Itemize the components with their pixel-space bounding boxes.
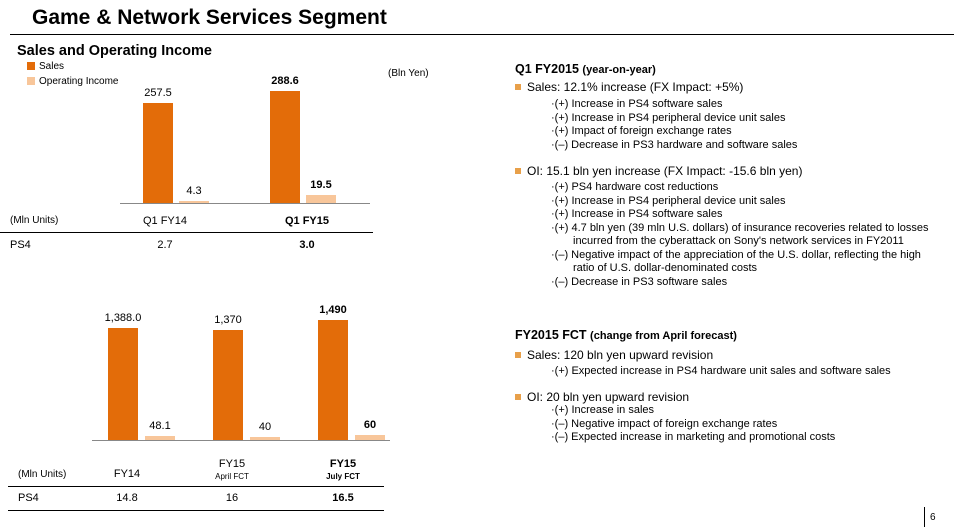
- fct-oi-item: ·(+) Increase in sales: [551, 404, 655, 416]
- fct-sales-item: ·(+) Expected increase in PS4 hardware u…: [551, 365, 891, 377]
- fct-oi-item: ·(–) Expected increase in marketing and …: [551, 431, 836, 443]
- bar-oi-fy15-april: [250, 436, 280, 440]
- label-oi-fy15-july: 60: [363, 419, 377, 432]
- q1-oi-item: ·(+) Increase in PS4 peripheral device u…: [551, 194, 786, 207]
- bullet-square-icon: [515, 351, 521, 358]
- xlabel-q1fy15: Q1 FY15: [284, 215, 330, 227]
- xlabel-q1fy14: Q1 FY14: [142, 215, 188, 227]
- bar-oi-q1fy15: [306, 195, 336, 203]
- page-title: Game & Network Services Segment: [32, 6, 387, 29]
- legend-oi: Operating Income: [27, 76, 119, 87]
- fct-sales-items: ·(+) Expected increase in PS4 hardware u…: [551, 365, 891, 379]
- q1-oi-item: ·(–) Decrease in PS3 software sales: [551, 275, 728, 288]
- chart2-ps4-fy15-july: 16.5: [332, 492, 354, 504]
- q1-heading: Q1 FY2015 (year-on-year): [515, 62, 656, 76]
- fct-heading-sub: (change from April forecast): [590, 330, 737, 342]
- title-rule: [10, 34, 954, 35]
- q1-oi-bullet-text: OI: 15.1 bln yen increase (FX Impact: -1…: [527, 164, 803, 178]
- bar-sales-q1fy15: [270, 91, 300, 203]
- chart1-table-rule: [0, 232, 373, 233]
- q1-oi-item: ·(+) 4.7 bln yen (39 mln U.S. dollars) o…: [551, 221, 929, 234]
- label-oi-q1fy15: 19.5: [310, 179, 332, 192]
- xlabel-fy15-july: FY15: [329, 458, 357, 470]
- bar-oi-fy14: [145, 436, 175, 440]
- bar-oi-fy15-july: [355, 435, 385, 440]
- q1-sales-item: ·(+) Increase in PS4 software sales: [551, 98, 723, 110]
- q1-oi-item-continued: ratio of U.S. dollar-denominated costs: [573, 262, 758, 274]
- chart2-ps4-fy14: 14.8: [116, 492, 138, 504]
- q1-oi-item: ·(+) PS4 hardware cost reductions: [551, 181, 719, 193]
- page-number: 6: [930, 512, 936, 523]
- label-oi-q1fy14: 4.3: [186, 185, 202, 197]
- q1-oi-item-continued: incurred from the cyberattack on Sony's …: [573, 235, 904, 247]
- q1-heading-sub: (year-on-year): [582, 64, 656, 76]
- q1-oi-item: ·(–) Negative impact of the appreciation…: [551, 248, 921, 261]
- q1-sales-item: ·(+) Impact of foreign exchange rates: [551, 125, 732, 137]
- bar-oi-q1fy14: [179, 201, 209, 203]
- bar-sales-fy15-july: [318, 320, 348, 440]
- chart2-table-bottom-rule: [8, 510, 384, 511]
- fct-sales-bullet-text: Sales: 120 bln yen upward revision: [527, 348, 714, 362]
- unit-bln-yen: (Bln Yen): [388, 68, 429, 79]
- legend-oi-label: Operating Income: [39, 76, 119, 87]
- bar-sales-q1fy14: [143, 103, 173, 203]
- legend-sales: Sales: [27, 61, 64, 72]
- chart1-ps4-label: PS4: [10, 239, 31, 251]
- chart2-ps4-fy15-april: 16: [225, 492, 239, 504]
- label-sales-fy15-april: 1,370: [214, 313, 242, 326]
- bar-sales-fy14: [108, 328, 138, 440]
- chart1-ps4-q1fy14: 2.7: [157, 239, 173, 251]
- q1-sales-bullet: Sales: 12.1% increase (FX Impact: +5%): [515, 80, 743, 94]
- xlabel-sub-april-fct: April FCT: [215, 472, 249, 481]
- fct-sales-bullet: Sales: 120 bln yen upward revision: [515, 348, 713, 362]
- chart1-mln-units: (Mln Units): [10, 215, 59, 226]
- xlabel-fy14: FY14: [113, 468, 141, 480]
- section-title: Sales and Operating Income: [17, 43, 212, 59]
- xlabel-fy15-april: FY15: [218, 458, 246, 470]
- chart1-ps4-q1fy15: 3.0: [299, 239, 315, 251]
- bullet-square-icon: [515, 83, 521, 90]
- q1-heading-main: Q1 FY2015: [515, 62, 579, 76]
- q1-oi-item: ·(+) Increase in PS4 software sales: [551, 208, 723, 220]
- page-number-divider: [924, 507, 925, 527]
- q1-oi-bullet: OI: 15.1 bln yen increase (FX Impact: -1…: [515, 164, 802, 178]
- chart2-mln-units: (Mln Units): [18, 469, 67, 480]
- fct-oi-item: ·(–) Negative impact of foreign exchange…: [551, 417, 778, 430]
- q1-sales-items: ·(+) Increase in PS4 software sales ·(+)…: [551, 98, 797, 152]
- bar-sales-fy15-april: [213, 329, 243, 440]
- q1-sales-item: ·(–) Decrease in PS3 hardware and softwa…: [551, 138, 798, 151]
- label-sales-fy14: 1,388.0: [104, 312, 142, 325]
- fct-heading: FY2015 FCT (change from April forecast): [515, 328, 737, 342]
- q1-sales-bullet-text: Sales: 12.1% increase (FX Impact: +5%): [527, 80, 744, 94]
- label-oi-fy14: 48.1: [149, 420, 171, 433]
- bullet-square-icon: [515, 393, 521, 400]
- chart2-baseline: [92, 440, 390, 441]
- label-sales-q1fy14: 257.5: [144, 87, 172, 100]
- legend-sales-swatch: [27, 62, 35, 71]
- legend-sales-label: Sales: [39, 61, 65, 72]
- q1-sales-item: ·(+) Increase in PS4 peripheral device u…: [551, 111, 786, 124]
- fct-oi-bullet-text: OI: 20 bln yen upward revision: [527, 390, 690, 404]
- chart2-ps4-label: PS4: [18, 492, 39, 504]
- bullet-square-icon: [515, 167, 521, 174]
- fct-oi-items: ·(+) Increase in sales ·(–) Negative imp…: [551, 404, 835, 445]
- fct-oi-bullet: OI: 20 bln yen upward revision: [515, 390, 689, 404]
- label-sales-q1fy15: 288.6: [271, 75, 299, 87]
- q1-oi-items: ·(+) PS4 hardware cost reductions ·(+) I…: [551, 181, 929, 289]
- xlabel-sub-july-fct: July FCT: [326, 472, 360, 481]
- legend-oi-swatch: [27, 77, 35, 86]
- label-sales-fy15-july: 1,490: [319, 304, 347, 316]
- fct-heading-main: FY2015 FCT: [515, 328, 587, 342]
- chart2-table-rule: [8, 486, 384, 487]
- chart1-baseline: [120, 203, 370, 204]
- label-oi-fy15-april: 40: [258, 420, 272, 433]
